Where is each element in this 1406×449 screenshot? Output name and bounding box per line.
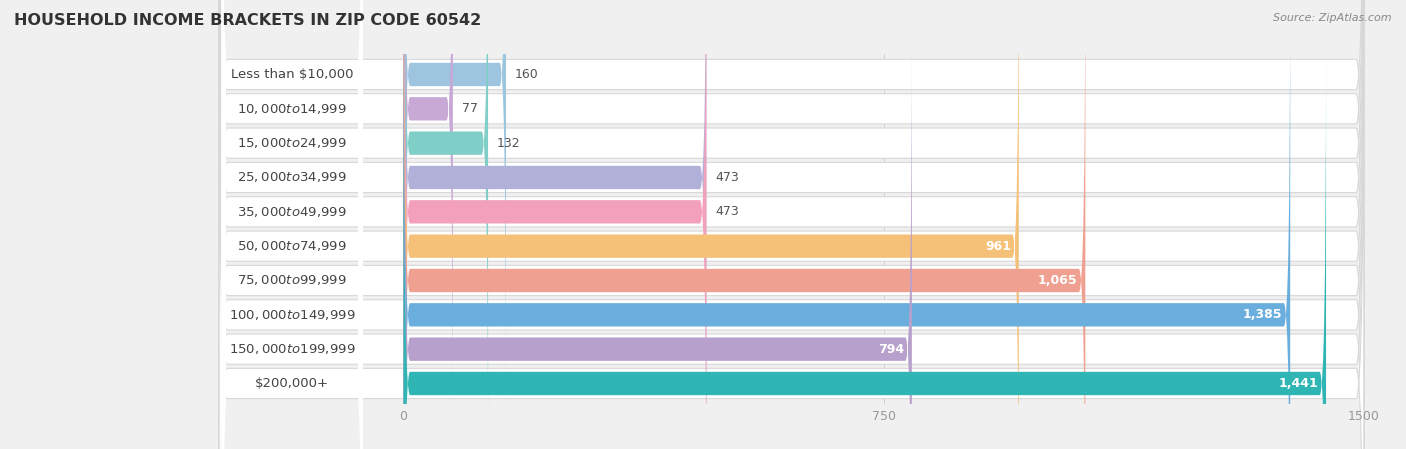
FancyBboxPatch shape — [404, 0, 1291, 449]
FancyBboxPatch shape — [219, 0, 1364, 449]
FancyBboxPatch shape — [222, 0, 363, 449]
Text: 160: 160 — [515, 68, 538, 81]
FancyBboxPatch shape — [404, 18, 912, 449]
FancyBboxPatch shape — [219, 0, 1364, 449]
Text: $75,000 to $99,999: $75,000 to $99,999 — [238, 273, 347, 287]
Text: $10,000 to $14,999: $10,000 to $14,999 — [238, 102, 347, 116]
Text: HOUSEHOLD INCOME BRACKETS IN ZIP CODE 60542: HOUSEHOLD INCOME BRACKETS IN ZIP CODE 60… — [14, 13, 481, 28]
Text: $200,000+: $200,000+ — [254, 377, 329, 390]
Text: 132: 132 — [498, 136, 520, 150]
FancyBboxPatch shape — [404, 0, 1085, 449]
FancyBboxPatch shape — [219, 0, 1364, 449]
Text: $35,000 to $49,999: $35,000 to $49,999 — [238, 205, 347, 219]
Text: 473: 473 — [716, 205, 740, 218]
FancyBboxPatch shape — [222, 0, 363, 449]
FancyBboxPatch shape — [219, 0, 1364, 449]
Text: 1,385: 1,385 — [1243, 308, 1282, 321]
FancyBboxPatch shape — [219, 0, 1364, 449]
FancyBboxPatch shape — [219, 0, 1364, 449]
FancyBboxPatch shape — [404, 0, 1019, 449]
Text: 1,441: 1,441 — [1278, 377, 1319, 390]
FancyBboxPatch shape — [219, 0, 1364, 449]
FancyBboxPatch shape — [219, 0, 1364, 449]
Text: 1,065: 1,065 — [1038, 274, 1077, 287]
FancyBboxPatch shape — [404, 52, 1326, 449]
Text: 473: 473 — [716, 171, 740, 184]
Text: 77: 77 — [461, 102, 478, 115]
Text: $150,000 to $199,999: $150,000 to $199,999 — [229, 342, 356, 356]
FancyBboxPatch shape — [222, 0, 363, 449]
FancyBboxPatch shape — [404, 0, 506, 406]
FancyBboxPatch shape — [404, 0, 453, 440]
FancyBboxPatch shape — [404, 0, 706, 449]
FancyBboxPatch shape — [219, 0, 1364, 449]
Text: $25,000 to $34,999: $25,000 to $34,999 — [238, 171, 347, 185]
FancyBboxPatch shape — [222, 0, 363, 449]
Text: 794: 794 — [879, 343, 904, 356]
Text: Source: ZipAtlas.com: Source: ZipAtlas.com — [1274, 13, 1392, 23]
FancyBboxPatch shape — [222, 0, 363, 449]
FancyBboxPatch shape — [404, 0, 706, 449]
Text: 961: 961 — [986, 240, 1011, 253]
Text: $50,000 to $74,999: $50,000 to $74,999 — [238, 239, 347, 253]
Text: $100,000 to $149,999: $100,000 to $149,999 — [229, 308, 356, 322]
FancyBboxPatch shape — [222, 0, 363, 449]
Text: Less than $10,000: Less than $10,000 — [231, 68, 353, 81]
FancyBboxPatch shape — [222, 0, 363, 449]
Text: $15,000 to $24,999: $15,000 to $24,999 — [238, 136, 347, 150]
FancyBboxPatch shape — [219, 0, 1364, 449]
FancyBboxPatch shape — [222, 0, 363, 449]
FancyBboxPatch shape — [222, 0, 363, 449]
FancyBboxPatch shape — [404, 0, 488, 449]
FancyBboxPatch shape — [222, 0, 363, 449]
